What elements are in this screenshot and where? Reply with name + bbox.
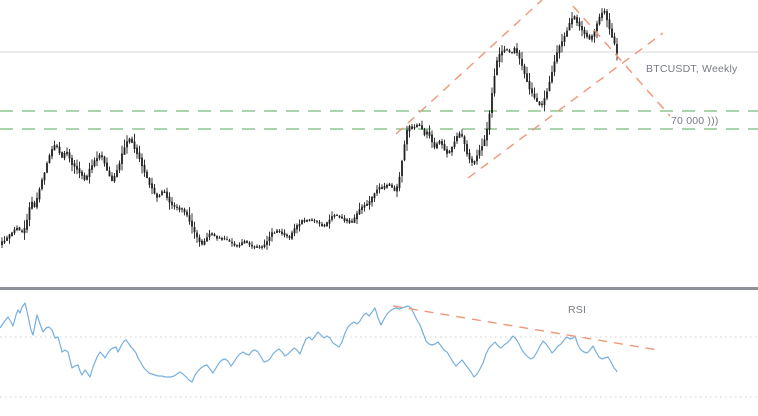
- ascending-channel-lower[interactable]: [467, 32, 664, 179]
- rsi-descending-trendline[interactable]: [392, 305, 659, 351]
- ascending-channel-upper[interactable]: [395, 0, 543, 135]
- rsi-line: [0, 302, 618, 383]
- rsi-indicator-label: RSI: [568, 304, 587, 316]
- price-level-label: 70 000 ))): [671, 115, 719, 127]
- candlestick-series: [1, 8, 618, 250]
- trendlines[interactable]: [395, 0, 671, 179]
- breakdown-line[interactable]: [572, 5, 671, 117]
- pane-separator[interactable]: [0, 287, 758, 290]
- green-dashed-levels[interactable]: [0, 110, 758, 130]
- gridlines: [0, 51, 758, 398]
- symbol-timeframe-label: BTCUSDT, Weekly: [646, 63, 738, 75]
